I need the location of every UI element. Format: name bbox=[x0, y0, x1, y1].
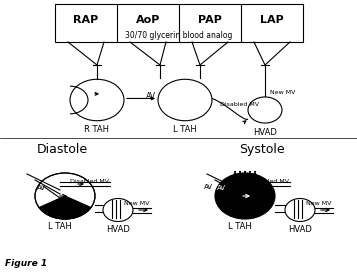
Text: HVAD: HVAD bbox=[106, 225, 130, 233]
Text: Disabled MV: Disabled MV bbox=[70, 179, 109, 184]
Text: 30/70 glycerin blood analog: 30/70 glycerin blood analog bbox=[125, 30, 233, 39]
Text: Disabled MV: Disabled MV bbox=[250, 179, 289, 184]
Text: Systole: Systole bbox=[239, 143, 285, 156]
Text: Figure 1: Figure 1 bbox=[5, 259, 47, 268]
Text: AV: AV bbox=[146, 92, 156, 101]
Circle shape bbox=[285, 198, 315, 221]
Text: PAP: PAP bbox=[198, 15, 222, 25]
FancyBboxPatch shape bbox=[55, 4, 303, 42]
Text: L TAH: L TAH bbox=[228, 222, 252, 231]
Text: L TAH: L TAH bbox=[173, 125, 197, 134]
Text: AV: AV bbox=[217, 185, 226, 191]
Text: New MV: New MV bbox=[124, 201, 149, 206]
Circle shape bbox=[215, 173, 275, 219]
Text: HVAD: HVAD bbox=[253, 128, 277, 137]
Text: L TAH: L TAH bbox=[48, 222, 72, 231]
Wedge shape bbox=[39, 196, 91, 219]
Text: New MV: New MV bbox=[306, 201, 331, 206]
Text: Disabled MV: Disabled MV bbox=[220, 102, 259, 107]
Text: AV: AV bbox=[37, 185, 46, 191]
Text: LAP: LAP bbox=[260, 15, 284, 25]
Text: RAP: RAP bbox=[74, 15, 99, 25]
Circle shape bbox=[103, 198, 133, 221]
Text: AV: AV bbox=[204, 184, 213, 190]
Text: HVAD: HVAD bbox=[288, 225, 312, 233]
Circle shape bbox=[35, 173, 95, 219]
Text: Diastole: Diastole bbox=[36, 143, 87, 156]
Text: AoP: AoP bbox=[136, 15, 160, 25]
Text: R TAH: R TAH bbox=[85, 125, 110, 134]
Text: New MV: New MV bbox=[270, 90, 295, 95]
